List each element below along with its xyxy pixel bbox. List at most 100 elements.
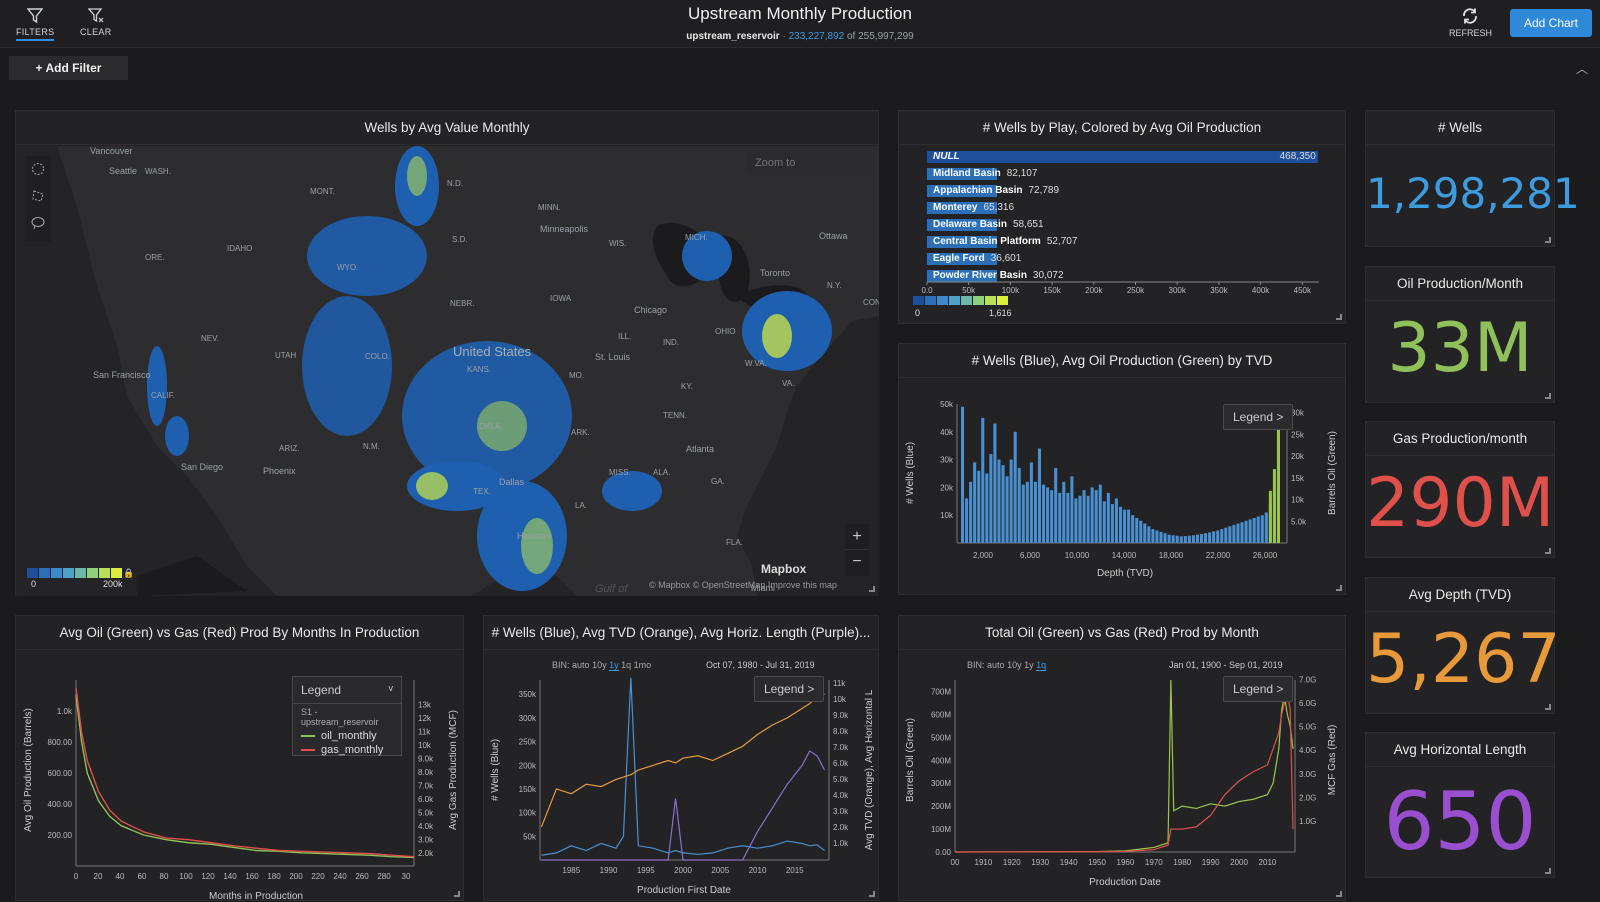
play-bar-row[interactable]: Monterey 65,316 (927, 201, 1014, 215)
time-legend-button[interactable]: Legend > (754, 676, 825, 702)
resize-handle[interactable] (1545, 703, 1551, 710)
legend-min: 0 (31, 579, 37, 589)
y2-tick-label: 8.0k (833, 727, 849, 736)
play-bar-label: Midland Basin (933, 168, 1001, 179)
filters-button[interactable]: FILTERS (16, 8, 55, 41)
play-bar-row[interactable]: Powder River Basin 30,072 (927, 269, 1064, 283)
map-label: ARK. (571, 428, 590, 437)
bin-10y[interactable]: 10y (592, 660, 607, 670)
y-tick-label: 600.00 (48, 769, 73, 778)
tvd-legend-button[interactable]: Legend > (1223, 404, 1294, 430)
x-tick-label: 200k (1085, 286, 1103, 295)
x-tick-label: 120 (201, 872, 215, 881)
collapse-chevron-icon[interactable]: ︿ (1575, 62, 1588, 76)
polygon-select-icon[interactable] (31, 189, 45, 203)
resize-handle[interactable] (1545, 392, 1551, 399)
play-bar-row[interactable]: Midland Basin 82,107 (927, 167, 1037, 181)
wells-bar (993, 423, 997, 543)
resize-handle[interactable] (1336, 891, 1342, 897)
wells-bar (997, 459, 1001, 543)
x-axis-label: Production First Date (637, 885, 731, 896)
resize-handle[interactable] (1336, 314, 1342, 320)
wells-by-play-title: # Wells by Play, Colored by Avg Oil Prod… (899, 111, 1345, 145)
map-label: WASH. (145, 167, 171, 176)
resize-handle[interactable] (869, 586, 875, 592)
map-label: Seattle (109, 166, 138, 176)
map-label: Chicago (634, 305, 668, 315)
y-tick-label: 100M (931, 825, 951, 834)
resize-handle[interactable] (1545, 237, 1551, 243)
bin-auto[interactable]: auto (987, 660, 1005, 670)
y-tick-label: 0.00 (935, 848, 951, 857)
clear-button[interactable]: CLEAR (80, 8, 112, 37)
wells-bar (1155, 530, 1159, 543)
resize-handle[interactable] (1545, 548, 1551, 554)
y-axis-label: # Wells (Blue) (490, 739, 501, 801)
y-tick-label: 150k (519, 785, 537, 794)
wells-bar (961, 406, 965, 543)
y2-axis-label: Barrels Oil (Green) (1327, 431, 1338, 515)
Avg TVD-line (540, 693, 825, 828)
dataset-name[interactable]: upstream_reservoir (686, 31, 780, 42)
y-axis-label: Avg Oil Production (Barrels) (23, 708, 34, 832)
map-canvas[interactable]: Vancouver Seattle WASH. MONT. N.D. MINN.… (17, 146, 879, 596)
play-bar-row[interactable]: Central Basin Platform 52,707 (927, 235, 1077, 249)
x-tick-label: 180 (267, 872, 281, 881)
filter-bar: + Add Filter ︿ (0, 48, 1600, 86)
bin-10y[interactable]: 10y (1007, 660, 1022, 670)
resize-handle[interactable] (454, 891, 460, 897)
x-tick-label: 14,000 (1112, 551, 1137, 560)
wells-bar (1199, 534, 1204, 543)
wells-bar (1074, 498, 1078, 543)
map-label: N.M. (363, 442, 380, 451)
play-bar-value: 58,651 (1012, 219, 1044, 230)
resize-handle[interactable] (869, 891, 875, 897)
play-bar-row[interactable]: Eagle Ford 36,601 (927, 252, 1021, 266)
play-bar-row[interactable]: Appalachian Basin 72,789 (927, 184, 1059, 198)
oil-bar (1272, 469, 1276, 543)
lock-icon[interactable]: 🔒 (123, 568, 135, 578)
y2-tick-label: 5.0G (1299, 723, 1316, 732)
tvd-chart: 10k 20k 30k 40k 50k 5.0k 10k 15k 20k 25k 30k 2,000 6… (905, 400, 1338, 579)
map-label: MISS. (609, 468, 631, 477)
lasso-select-icon[interactable] (31, 216, 45, 230)
wells-bar (1037, 448, 1042, 543)
resize-handle[interactable] (1336, 585, 1342, 591)
x-tick-label: 0.0 (921, 286, 933, 295)
circle-select-icon[interactable] (31, 162, 45, 176)
y-tick-label: 200M (931, 802, 951, 811)
map-label: N.D. (447, 179, 463, 188)
play-legend-max: 1,616 (989, 308, 1012, 318)
refresh-button[interactable]: REFRESH (1449, 7, 1492, 38)
kpi-title: Avg Horizontal Length (1366, 733, 1554, 767)
bin-auto[interactable]: auto (572, 660, 590, 670)
bin-1y[interactable]: 1y (609, 660, 619, 671)
total-legend-button[interactable]: Legend > (1223, 676, 1294, 702)
resize-handle[interactable] (1545, 868, 1551, 874)
wells-bar (1013, 431, 1017, 543)
y2-tick-label: 2.0k (833, 823, 849, 832)
wells-bar (1252, 517, 1256, 543)
bin-1mo[interactable]: 1mo (633, 660, 652, 670)
map-label: OHIO (715, 327, 736, 336)
bin-1q[interactable]: 1q (1036, 660, 1047, 671)
wells-bar (981, 417, 985, 543)
clear-filter-icon (87, 8, 104, 23)
zoom-to-input[interactable] (747, 152, 872, 174)
map-attribution[interactable]: © Mapbox © OpenStreetMap Improve this ma… (649, 580, 837, 590)
add-chart-button[interactable]: Add Chart (1510, 9, 1592, 37)
bin-1y[interactable]: 1y (1024, 660, 1034, 670)
legend-item-gas[interactable]: gas_monthly (293, 742, 401, 758)
wells-bar (1009, 459, 1013, 543)
play-bar-row[interactable]: Delaware Basin 58,651 (927, 218, 1044, 232)
kpi-panel: # Wells 1,298,281 (1365, 110, 1580, 247)
zoom-out-button[interactable]: − (852, 553, 862, 570)
months-legend-header[interactable]: Legend v (293, 677, 401, 704)
y2-tick-label: 10k (1291, 496, 1305, 505)
add-filter-button[interactable]: + Add Filter (9, 56, 128, 80)
legend-item-oil[interactable]: oil_monthly (293, 730, 401, 742)
zoom-in-button[interactable]: + (845, 524, 869, 550)
play-bar-row[interactable]: NULL 468,350 (927, 150, 1318, 164)
bin-1q[interactable]: 1q (621, 660, 632, 670)
map-label: San Francisco (93, 370, 151, 380)
